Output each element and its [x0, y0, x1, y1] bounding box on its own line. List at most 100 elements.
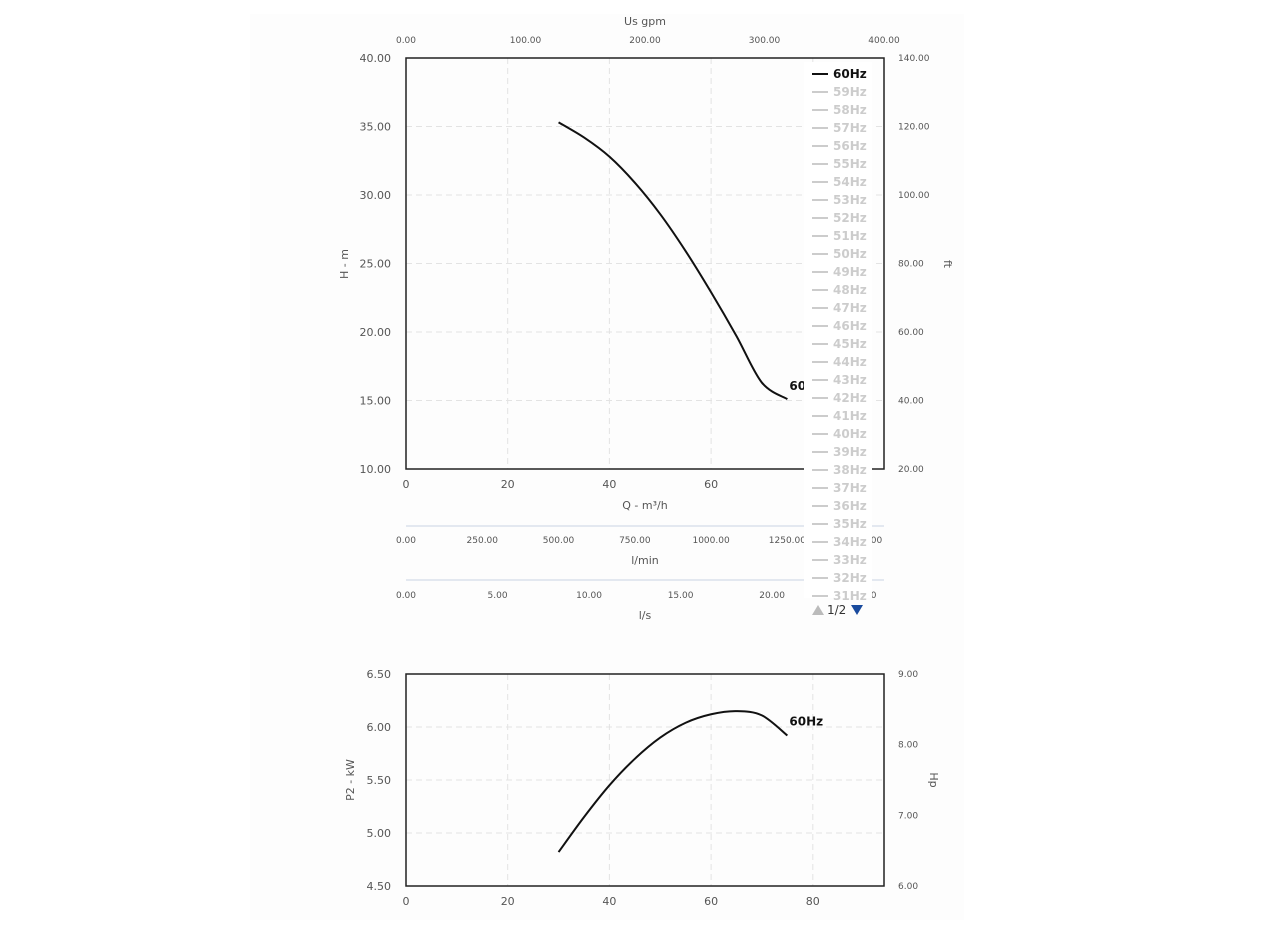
- lmin-tick-label: 0.00: [396, 536, 416, 546]
- y-tick-label: 5.00: [367, 827, 392, 840]
- power-chart-grid: [406, 674, 884, 886]
- legend-item: 56Hz: [833, 139, 867, 153]
- legend-item: 38Hz: [833, 463, 867, 477]
- legend-item: 39Hz: [833, 445, 867, 459]
- top-tick-label: 0.00: [396, 36, 416, 46]
- y2-tick-label: 120.00: [898, 123, 930, 133]
- head-y2-ticks: 20.00 40.00 60.00 80.00 100.00 120.00 140.00: [898, 54, 930, 475]
- lmin-axis-title: l/min: [631, 554, 659, 567]
- y2-tick-label: 100.00: [898, 191, 930, 201]
- y2-tick-label: 6.00: [898, 882, 918, 892]
- legend-item: 43Hz: [833, 373, 867, 387]
- top-axis-title: Us gpm: [624, 15, 666, 28]
- x-tick-label: 0: [403, 895, 410, 908]
- top-tick-label: 400.00: [868, 36, 900, 46]
- y2-tick-label: 140.00: [898, 54, 930, 64]
- legend-item: 54Hz: [833, 175, 867, 189]
- x-tick-label: 60: [704, 895, 718, 908]
- y2-tick-label: 7.00: [898, 811, 918, 821]
- x-tick-label: 0: [403, 478, 410, 491]
- legend-item: 53Hz: [833, 193, 867, 207]
- legend-item: 57Hz: [833, 121, 867, 135]
- x-axis-title: Q - m³/h: [622, 499, 667, 512]
- legend-item: 36Hz: [833, 499, 867, 513]
- x-tick-label: 40: [602, 478, 616, 491]
- power-chart-plot-frame: [405, 673, 885, 887]
- legend-item: 60Hz: [833, 67, 867, 81]
- top-tick-label: 300.00: [749, 36, 781, 46]
- legend-item: 58Hz: [833, 103, 867, 117]
- curve-end-label: 60Hz: [789, 714, 823, 728]
- y-tick-label: 10.00: [360, 463, 392, 476]
- legend-page-up-icon[interactable]: [812, 605, 824, 615]
- head-chart-curves: 60: [558, 121, 806, 401]
- y-tick-label: 15.00: [360, 395, 392, 408]
- lmin-tick-label: 1000.00: [692, 536, 729, 546]
- legend-pager: 1/2: [812, 603, 863, 617]
- top-tick-label: 100.00: [510, 36, 542, 46]
- y-tick-label: 35.00: [360, 121, 392, 134]
- legend-item: 41Hz: [833, 409, 867, 423]
- ls-tick-label: 10.00: [576, 591, 602, 601]
- y2-tick-label: 9.00: [898, 670, 918, 680]
- legend-item: 42Hz: [833, 391, 867, 405]
- ls-axis-title: l/s: [639, 609, 652, 622]
- y-tick-label: 4.50: [367, 880, 392, 893]
- power-y2-ticks: 6.00 7.00 8.00 9.00: [898, 670, 918, 892]
- curve-end-label: 60: [789, 379, 806, 393]
- legend-item: 40Hz: [833, 427, 867, 441]
- y-tick-label: 25.00: [360, 258, 392, 271]
- y-tick-label: 5.50: [367, 774, 392, 787]
- y2-tick-label: 60.00: [898, 328, 924, 338]
- lmin-tick-label: 500.00: [543, 536, 575, 546]
- x-tick-label: 20: [501, 478, 515, 491]
- ls-tick-label: 20.00: [759, 591, 785, 601]
- legend-item: 44Hz: [833, 355, 867, 369]
- legend: 60Hz 59Hz 58Hz 57Hz 56Hz 55Hz 54Hz 53Hz 52Hz 51Hz…: [812, 67, 867, 603]
- lmin-tick-label: 250.00: [467, 536, 499, 546]
- y2-tick-label: 40.00: [898, 397, 924, 407]
- y2-tick-label: 20.00: [898, 465, 924, 475]
- legend-item: 33Hz: [833, 553, 867, 567]
- x-tick-label: 40: [602, 895, 616, 908]
- x-tick-label: 60: [704, 478, 718, 491]
- power-y-ticks: 4.50 5.00 5.50 6.00 6.50: [367, 668, 392, 893]
- legend-page-down-icon[interactable]: [851, 605, 863, 615]
- lmin-tick-label: 1250.00: [769, 536, 806, 546]
- lmin-tick-label: 750.00: [619, 536, 651, 546]
- legend-item: 34Hz: [833, 535, 867, 549]
- head-chart-plot-frame: [405, 57, 885, 470]
- legend-item: 31Hz: [833, 589, 867, 603]
- x-tick-label: 20: [501, 895, 515, 908]
- curve-60hz: [558, 121, 788, 401]
- power-x-ticks: 0 20 40 60 80: [403, 895, 820, 908]
- y-tick-label: 6.00: [367, 721, 392, 734]
- head-y-ticks: 10.00 15.00 20.00 25.00 30.00 35.00 40.00: [360, 52, 392, 476]
- legend-item: 32Hz: [833, 571, 867, 585]
- legend-item: 45Hz: [833, 337, 867, 351]
- ls-tick-label: 5.00: [488, 591, 508, 601]
- y2-tick-label: 8.00: [898, 741, 918, 751]
- legend-item: 47Hz: [833, 301, 867, 315]
- legend-item: 55Hz: [833, 157, 867, 171]
- head-top-ticks: 0.00 100.00 200.00 300.00 400.00: [396, 36, 900, 46]
- power-y2-axis-title: Hp: [927, 772, 940, 787]
- power-y-axis-title: P2 - kW: [344, 759, 357, 801]
- legend-item: 50Hz: [833, 247, 867, 261]
- ls-tick-label: 0.00: [396, 591, 416, 601]
- y-tick-label: 6.50: [367, 668, 392, 681]
- y-tick-label: 20.00: [360, 326, 392, 339]
- legend-item: 37Hz: [833, 481, 867, 495]
- power-chart-curves: 60Hz: [557, 710, 823, 853]
- x-tick-label: 80: [806, 895, 820, 908]
- top-tick-label: 200.00: [629, 36, 661, 46]
- y-tick-label: 40.00: [360, 52, 392, 65]
- legend-background: [804, 62, 872, 598]
- y-axis-title: H - m: [338, 249, 351, 279]
- legend-page-indicator: 1/2: [827, 603, 846, 617]
- legend-item: 51Hz: [833, 229, 867, 243]
- legend-item: 46Hz: [833, 319, 867, 333]
- legend-item: 49Hz: [833, 265, 867, 279]
